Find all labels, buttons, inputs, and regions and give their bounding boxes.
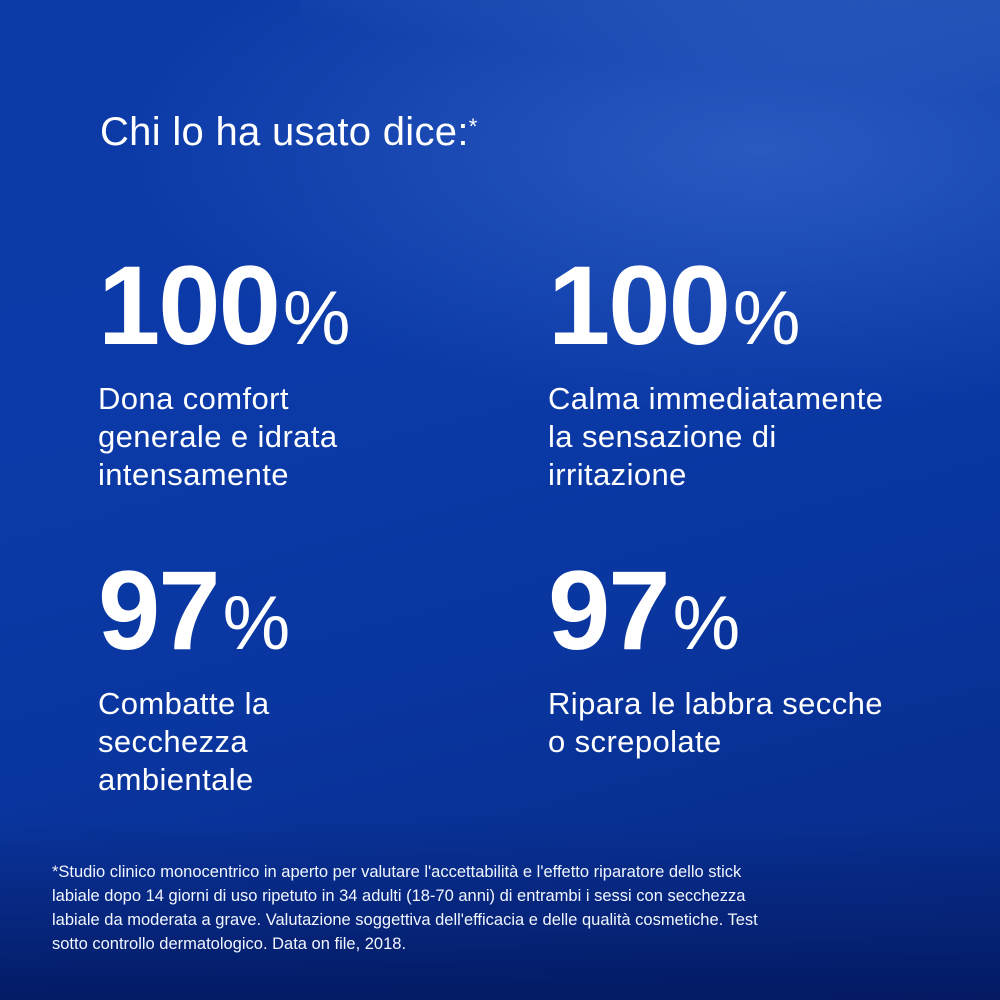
stat-description: Combatte la secchezza ambientale — [98, 686, 270, 797]
stat-value: 100% — [548, 250, 968, 362]
stat-description: Dona comfort generale e idrata intensame… — [98, 381, 338, 492]
stat-number: 97 — [98, 548, 221, 673]
stat-description: Ripara le labbra secche o screpolate — [548, 686, 883, 759]
heading-text: Chi lo ha usato dice: — [100, 110, 469, 154]
stat-percent-sign: % — [732, 276, 801, 361]
stat-value: 100% — [98, 250, 518, 362]
stat-description: Calma immediatamente la sensazione di ir… — [548, 381, 884, 492]
stat-comfort: 100% Dona comfort generale e idrata inte… — [98, 250, 518, 494]
stat-number: 100 — [98, 243, 281, 368]
footnote-disclaimer: *Studio clinico monocentrico in aperto p… — [52, 863, 758, 953]
stat-value: 97% — [98, 555, 518, 667]
stat-repair: 97% Ripara le labbra secche o screpolate — [548, 555, 968, 761]
stat-number: 100 — [548, 243, 731, 368]
stat-number: 97 — [548, 548, 671, 673]
stat-irritation: 100% Calma immediatamente la sensazione … — [548, 250, 968, 494]
stat-percent-sign: % — [672, 581, 741, 666]
stat-percent-sign: % — [282, 276, 351, 361]
heading-asterisk: * — [468, 114, 478, 139]
stat-percent-sign: % — [222, 581, 291, 666]
heading: Chi lo ha usato dice:* — [100, 110, 478, 155]
stat-value: 97% — [548, 555, 968, 667]
stat-dryness: 97% Combatte la secchezza ambientale — [98, 555, 518, 799]
